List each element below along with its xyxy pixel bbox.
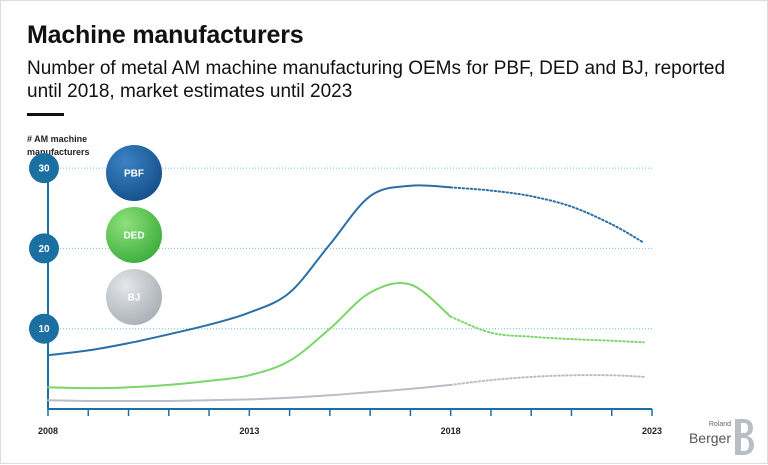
legend-label-bj: BJ [128, 293, 141, 304]
legend-bubble [106, 207, 162, 263]
y-tick-label-30: 30 [38, 164, 50, 175]
logo-b-mark [735, 419, 754, 455]
legend-item-bj: BJ [106, 269, 162, 325]
legend-bubble [106, 269, 162, 325]
y-tick-10: 10 [29, 313, 59, 344]
legend-bubble [106, 145, 162, 201]
y-tick-label-20: 20 [38, 244, 50, 255]
series-line-bj-estimate [449, 374, 645, 386]
x-tick-label-2013: 2013 [239, 426, 259, 436]
series-line-ded-reported [47, 282, 452, 390]
legend-label-ded: DED [123, 231, 144, 242]
page-subtitle: Number of metal AM machine manufacturing… [27, 58, 726, 102]
y-tick-bubble [29, 153, 59, 184]
y-axis-label: # AM machine manufacturers [27, 134, 90, 157]
x-tick-label-2008: 2008 [38, 426, 58, 436]
legend-item-ded: DED [106, 207, 162, 263]
y-tick-30: 30 [29, 153, 59, 184]
x-tick-label-2023: 2023 [642, 426, 662, 436]
y-tick-20: 20 [29, 233, 59, 264]
y-tick-bubble [29, 233, 59, 264]
series-line-bj-reported [47, 383, 452, 403]
roland-berger-logo: Roland Berger [689, 419, 761, 455]
title-underline [27, 113, 64, 116]
logo-top-word: Roland [708, 421, 731, 428]
legend-label-pbf: PBF [124, 169, 144, 180]
x-tick-label-2018: 2018 [441, 426, 461, 436]
logo-bottom-word: Berger [688, 430, 731, 446]
y-tick-label-10: 10 [38, 324, 50, 335]
page-title: Machine manufacturers [27, 21, 304, 49]
series-line-pbf-estimate [449, 186, 645, 244]
legend-item-pbf: PBF [106, 145, 162, 201]
y-tick-bubble [29, 313, 59, 344]
series-line-ded-estimate [449, 315, 645, 344]
series-line-pbf-reported [47, 184, 452, 357]
